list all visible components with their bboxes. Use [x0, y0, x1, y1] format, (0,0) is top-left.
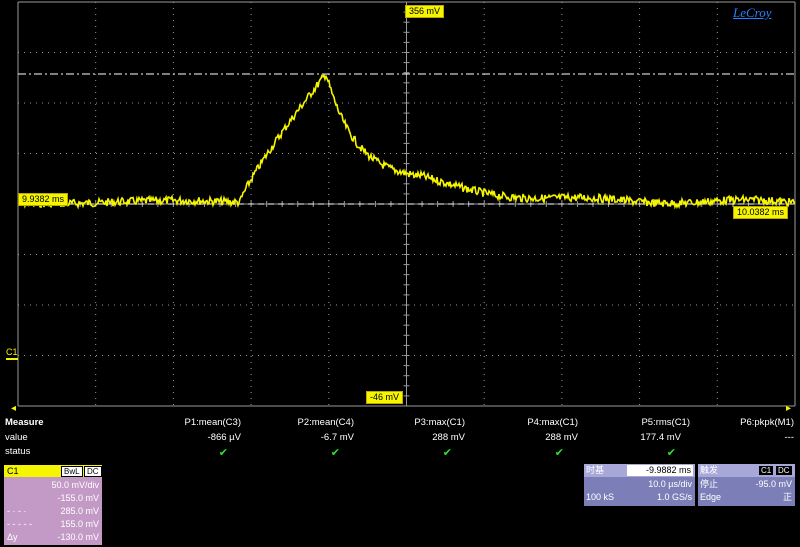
status-row-label: status	[5, 446, 31, 457]
param-value: 288 mV	[432, 432, 465, 443]
trigger-coupling-tag: DC	[776, 466, 792, 475]
arrow-left-icon[interactable]: ◂	[11, 403, 17, 414]
channel-line: Δy -130.0 mV	[4, 531, 102, 543]
timebase-line: 100 kS 1.0 GS/s	[584, 491, 695, 504]
top-level-label: 356 mV	[405, 5, 445, 18]
param-value: 288 mV	[545, 432, 578, 443]
timebase-delay: -9.9882 ms	[627, 465, 693, 476]
trigger-source-tag: C1	[759, 466, 774, 475]
param-name[interactable]: P3:max(C1)	[414, 417, 465, 428]
param-name[interactable]: P4:max(C1)	[527, 417, 578, 428]
status-ok-icon: ✔	[442, 447, 452, 459]
delta-y-value: -130.0 mV	[57, 532, 99, 542]
vertical-offset: -155.0 mV	[57, 493, 99, 503]
bottom-level-label: -46 mV	[366, 391, 404, 404]
param-value: 177.4 mV	[640, 432, 681, 443]
channel-offset-indicator[interactable]	[6, 358, 18, 360]
param-value: ---	[784, 432, 795, 443]
trigger-slope: 正	[782, 492, 792, 502]
value-row-label: value	[5, 432, 28, 443]
cursor-a-icon: - · - ·	[7, 506, 27, 516]
channel-name: C1	[7, 466, 19, 476]
measure-header-row: Measure P1:mean(C3) P2:mean(C4) P3:max(C…	[0, 417, 800, 430]
c1-trace	[17, 73, 796, 210]
trigger-title: 触发	[700, 465, 719, 475]
bandwidth-limit-tag: BwL	[61, 466, 83, 477]
param-name[interactable]: P5:rms(C1)	[641, 417, 690, 428]
channel-line: - - - - - 155.0 mV	[4, 518, 102, 530]
trigger-state: 停止	[700, 479, 719, 489]
channel-line: -155.0 mV	[4, 492, 102, 504]
arrow-right-icon[interactable]: ▸	[786, 403, 792, 414]
measure-value-row: value -866 µV -6.7 mV 288 mV 288 mV 177.…	[0, 432, 800, 445]
time-per-div: 10.0 µs/div	[648, 479, 692, 489]
brand-logo: LeCroy	[733, 5, 772, 20]
trigger-line: Edge 正	[698, 491, 795, 504]
channel-header: C1 BwL DC	[4, 465, 102, 477]
param-value: -866 µV	[207, 432, 241, 443]
measure-status-row: status ✔ ✔ ✔ ✔ ✔	[0, 446, 800, 459]
cursor-b-value: 155.0 mV	[60, 519, 99, 529]
trigger-level: -95.0 mV	[755, 479, 792, 489]
waveform-grid	[17, 1, 796, 407]
channel-c1-box[interactable]: C1 BwL DC 50.0 mV/div -155.0 mV - · - · …	[4, 465, 102, 545]
measure-panel: Measure P1:mean(C3) P2:mean(C4) P3:max(C…	[0, 415, 800, 463]
cursor-b-icon: - - - - -	[7, 519, 32, 529]
channel-line: - · - · 285.0 mV	[4, 505, 102, 517]
coupling-tag: DC	[84, 466, 102, 477]
trigger-line: 停止 -95.0 mV	[698, 478, 795, 491]
trigger-box[interactable]: 触发 C1 DC 停止 -95.0 mV Edge 正	[698, 464, 795, 506]
status-ok-icon: ✔	[218, 447, 228, 459]
status-ok-icon: ✔	[554, 447, 564, 459]
trigger-line: 触发 C1 DC	[698, 464, 795, 477]
trigger-type: Edge	[700, 492, 722, 502]
timebase-line: 10.0 µs/div	[584, 478, 695, 491]
status-ok-icon: ✔	[666, 447, 676, 459]
channel-marker[interactable]: C1	[6, 347, 18, 357]
right-time-label: 10.0382 ms	[733, 206, 789, 219]
sample-rate: 1.0 GS/s	[656, 492, 692, 502]
channel-line: 50.0 mV/div	[4, 479, 102, 491]
param-value: -6.7 mV	[320, 432, 354, 443]
timebase-title: 时基	[586, 465, 605, 475]
waveform-display[interactable]: 356 mV -46 mV 9.9382 ms 10.0382 ms LeCro…	[0, 0, 800, 414]
vertical-scale: 50.0 mV/div	[51, 480, 99, 490]
cursor-a-value: 285.0 mV	[60, 506, 99, 516]
delta-y-label: Δy	[7, 532, 18, 542]
timebase-line: 时基 -9.9882 ms	[584, 464, 695, 477]
param-name[interactable]: P1:mean(C3)	[184, 417, 242, 428]
sample-count: 100 kS	[586, 492, 615, 502]
param-name[interactable]: P2:mean(C4)	[297, 417, 355, 428]
param-name[interactable]: P6:pkpk(M1)	[740, 417, 794, 428]
left-time-label: 9.9382 ms	[18, 193, 69, 206]
status-ok-icon: ✔	[330, 447, 340, 459]
timebase-box[interactable]: 时基 -9.9882 ms 10.0 µs/div 100 kS 1.0 GS/…	[584, 464, 695, 506]
measure-heading: Measure	[5, 417, 44, 428]
